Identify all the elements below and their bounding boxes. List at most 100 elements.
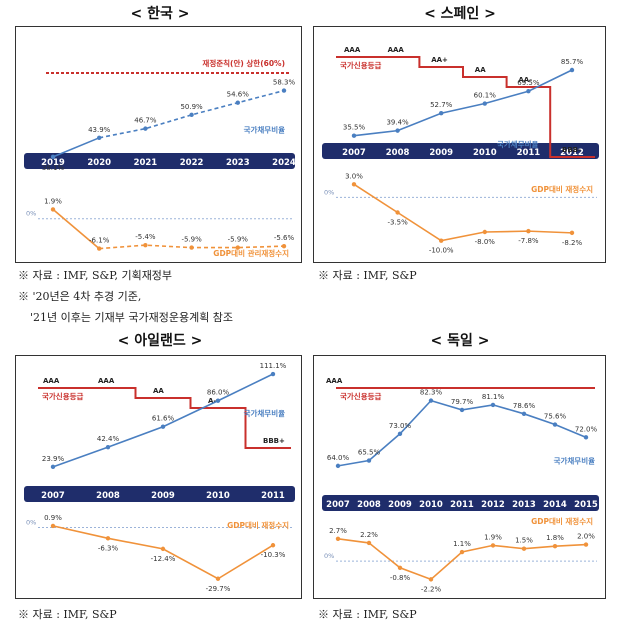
ireland-balance-series-label: GDP대비 재정수지 xyxy=(227,520,289,530)
korea-footnote-2020: ※ '20년은 4차 추경 기준, xyxy=(18,290,142,303)
korea-balance-point xyxy=(281,243,287,249)
germany-balance-point xyxy=(397,565,403,570)
germany-debt-data-label: 64.0% xyxy=(327,454,350,462)
germany-chart: 2007 2008 2009 2010 2011 2012 2013 2014 2015 0% AA… xyxy=(322,377,599,593)
korea-balance-series-label: GDP대비 관리재정수지 xyxy=(213,248,289,258)
spain-year-axis-band xyxy=(322,143,599,159)
germany-debt-point xyxy=(552,422,558,427)
korea-balance-data-label: -5.9% xyxy=(181,236,202,244)
spain-balance-point xyxy=(569,230,575,236)
germany-debt-series-label: 국가채무비율 xyxy=(554,455,595,465)
germany-year-axis-band xyxy=(322,495,599,511)
germany-debt-point xyxy=(397,431,403,436)
korea-debt-data-label: 58.3% xyxy=(273,79,296,87)
spain-chart-panel: 2007 2008 2009 2010 2011 2012 0% AAA AAA AA+ AA AA-… xyxy=(313,26,606,263)
korea-title: < 한국 > xyxy=(130,6,190,22)
ireland-debt-data-label: 86.0% xyxy=(207,389,230,397)
ireland-debt-data-label: 42.4% xyxy=(97,435,120,443)
korea-debt-point xyxy=(50,154,56,160)
germany-balance-data-label: 2.0% xyxy=(577,533,595,541)
ireland-rating-label: AAA xyxy=(98,377,115,385)
germany-balance-data-label: -2.2% xyxy=(421,585,442,593)
korea-year-label: 2023 xyxy=(226,158,250,168)
spain-debt-data-label: 69.5% xyxy=(517,79,540,87)
spain-rating-label: AA xyxy=(475,66,486,74)
ireland-balance-data-label: -12.4% xyxy=(151,555,176,563)
spain-title: < 스페인 > xyxy=(424,6,496,22)
germany-debt-data-label: 78.6% xyxy=(513,402,536,410)
korea-balance-data-label: 1.9% xyxy=(44,197,62,205)
ireland-balance-data-label: -29.7% xyxy=(206,585,231,593)
spain-debt-series-label: 국가채무비율 xyxy=(497,139,538,149)
germany-year-label: 2008 xyxy=(357,500,381,510)
korea-debt-point xyxy=(97,135,102,141)
ireland-rating-label: AAA xyxy=(43,377,60,385)
germany-rating-series-label: 국가신용등급 xyxy=(340,391,381,401)
germany-title: < 독일 > xyxy=(430,333,490,349)
korea-balance-line-solid xyxy=(52,208,100,250)
germany-balance-data-label: 1.5% xyxy=(515,537,533,545)
spain-balance-line xyxy=(353,183,573,242)
korea-balance-point xyxy=(189,245,194,250)
spain-balance-point xyxy=(395,210,400,215)
spain-year-label: 2009 xyxy=(429,148,453,158)
germany-debt-point xyxy=(428,398,434,403)
spain-debt-data-label: 35.5% xyxy=(343,124,366,132)
spain-rating-label: AAA xyxy=(388,46,405,54)
ireland-year-label: 2007 xyxy=(41,491,65,501)
germany-rating-label: AAA xyxy=(326,377,343,385)
ireland-year-label: 2009 xyxy=(151,491,175,501)
germany-year-label: 2015 xyxy=(574,500,598,510)
ireland-debt-point xyxy=(105,444,111,450)
spain-debt-point xyxy=(482,101,487,106)
germany-year-label: 2012 xyxy=(481,500,505,510)
korea-year-axis-band xyxy=(24,153,295,169)
korea-year-label: 2024 xyxy=(272,158,296,168)
ireland-chart-panel: 2007 2008 2009 2010 2011 0% AAA AAA AA A- BBB+ 국가신용… xyxy=(15,355,302,599)
spain-zero-label: 0% xyxy=(324,188,334,196)
spain-balance-point xyxy=(482,229,487,235)
korea-debt-point xyxy=(235,100,240,105)
spain-debt-point xyxy=(439,111,444,116)
ireland-balance-point xyxy=(50,523,56,529)
germany-year-label: 2011 xyxy=(450,500,474,510)
germany-balance-point xyxy=(490,543,496,548)
korea-debt-line-solid xyxy=(52,137,100,158)
germany-balance-series-label: GDP대비 재정수지 xyxy=(531,516,593,526)
korea-balance-data-label: -6.1% xyxy=(89,237,110,245)
germany-year-label: 2007 xyxy=(326,500,350,510)
korea-balance-point xyxy=(143,242,148,248)
spain-rating-label: AA+ xyxy=(431,56,448,64)
ireland-debt-data-label: 111.1% xyxy=(260,362,287,370)
korea-year-label: 2022 xyxy=(180,158,204,168)
ireland-rating-series-label: 국가신용등급 xyxy=(42,391,83,401)
germany-debt-point xyxy=(490,402,496,408)
germany-balance-data-label: 1.1% xyxy=(453,540,471,548)
korea-debt-series-label: 국가채무비율 xyxy=(244,125,285,135)
germany-debt-data-label: 72.0% xyxy=(575,425,598,433)
ireland-balance-point xyxy=(105,536,111,541)
ireland-year-label: 2010 xyxy=(206,491,230,501)
korea-year-label: 2019 xyxy=(41,158,65,168)
ireland-debt-data-label: 61.6% xyxy=(152,415,175,423)
germany-year-label: 2009 xyxy=(388,500,412,510)
ireland-balance-point xyxy=(215,576,221,581)
germany-balance-point xyxy=(583,542,589,547)
germany-balance-point xyxy=(428,577,434,582)
spain-source-note: ※ 자료 : IMF, S&P xyxy=(318,269,417,282)
germany-year-label: 2014 xyxy=(543,500,567,510)
spain-debt-point xyxy=(351,133,357,138)
germany-balance-point xyxy=(552,544,558,549)
korea-balance-point xyxy=(97,246,102,251)
spain-debt-point xyxy=(526,89,531,94)
spain-rating-line xyxy=(336,56,595,158)
ireland-rating-label: AA xyxy=(153,387,164,395)
germany-balance-data-label: 2.7% xyxy=(329,527,347,535)
ireland-debt-point xyxy=(50,464,56,470)
spain-debt-point xyxy=(569,67,575,73)
germany-balance-point xyxy=(366,540,372,546)
ireland-balance-point xyxy=(270,543,276,548)
ireland-debt-point xyxy=(160,424,166,429)
korea-year-label: 2021 xyxy=(134,158,158,168)
